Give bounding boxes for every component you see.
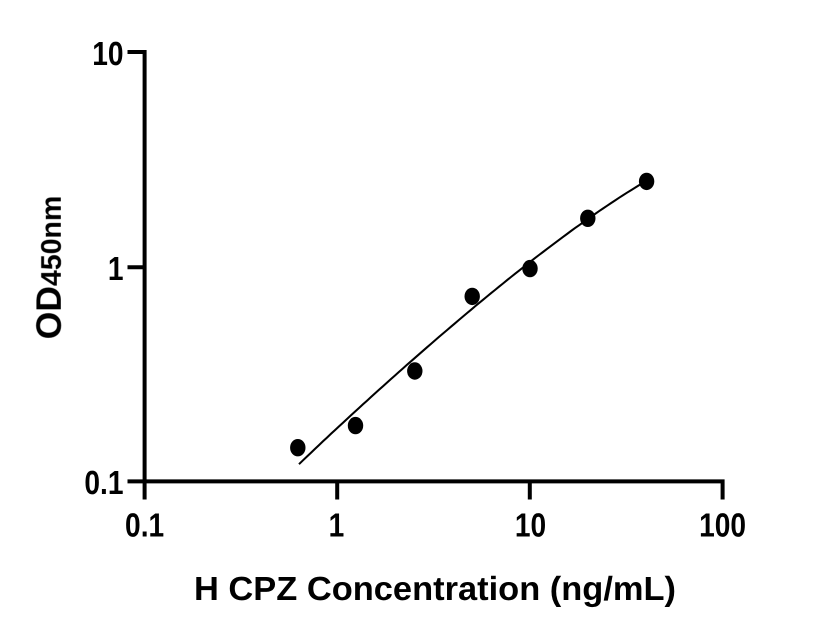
svg-text:1: 1 — [108, 251, 124, 288]
svg-text:1: 1 — [329, 508, 345, 545]
svg-text:0.1: 0.1 — [125, 508, 164, 545]
svg-text:10: 10 — [92, 36, 123, 73]
svg-text:0.1: 0.1 — [84, 465, 123, 502]
svg-text:H CPZ Concentration (ng/mL): H CPZ Concentration (ng/mL) — [194, 571, 676, 608]
svg-text:10: 10 — [515, 508, 546, 545]
svg-text:OD450nm: OD450nm — [29, 196, 69, 340]
svg-text:100: 100 — [699, 508, 746, 545]
